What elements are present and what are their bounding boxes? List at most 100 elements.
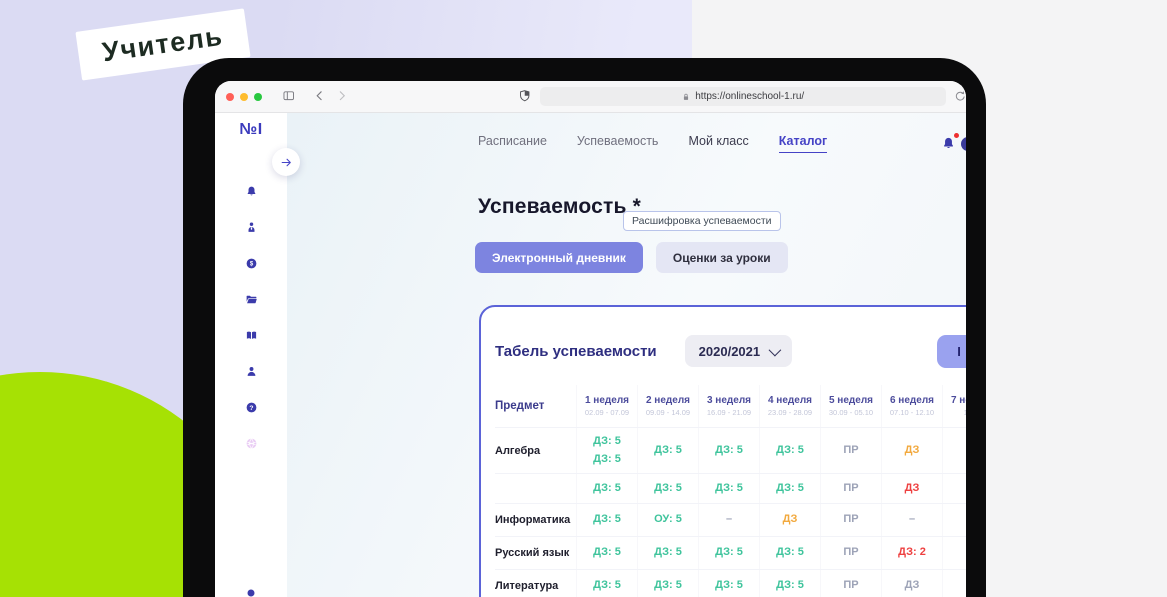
- top-navigation: Расписание Успеваемость Мой класс Каталог: [478, 134, 828, 153]
- week-column-header-2: 2 неделя 09.09 - 14.09: [637, 385, 698, 427]
- laptop-screen: https://onlineschool-1.ru/ №I $? Расписа…: [215, 81, 966, 597]
- page-title: Успеваемость *: [478, 195, 642, 218]
- week-column-header-6: 6 неделя 07.10 - 12.10: [881, 385, 942, 427]
- subject-cell: Русский язык: [495, 547, 570, 559]
- grade-cell: ДЗ: 5: [637, 474, 698, 503]
- grade-cell: Д: [942, 474, 966, 503]
- title-asterisk: *: [632, 195, 642, 218]
- grade-cell: –: [881, 504, 942, 536]
- app-sidebar: [215, 113, 287, 597]
- grade-cell: ПР: [820, 537, 881, 569]
- svg-text:?: ?: [249, 404, 253, 411]
- week-column-header-4: 4 неделя 23.09 - 28.09: [759, 385, 820, 427]
- sidebar-expand-button[interactable]: [272, 148, 300, 176]
- grade-cell: ДЗ: [881, 570, 942, 597]
- report-card-header: Табель успеваемости 2020/2021 I: [495, 335, 966, 368]
- grade-cell: ДЗ: 5: [759, 537, 820, 569]
- grade-cell: ДЗ: [881, 474, 942, 503]
- quarter-tab-button[interactable]: I: [937, 335, 966, 368]
- grade-cell: ДЗ: 5: [698, 428, 759, 473]
- grade-cell: ОУ: 5: [637, 504, 698, 536]
- grade-cell: ДЗ: 5: [637, 428, 698, 473]
- grade-cell: Д: [942, 504, 966, 536]
- grades-table: Предмет 1 неделя 02.09 - 07.09 2 неделя 09.0…: [495, 385, 966, 597]
- notifications-bell-icon[interactable]: [941, 133, 959, 152]
- grade-cell: ДЗ: 5: [759, 428, 820, 473]
- view-toggle-button-1[interactable]: Оценки за уроки: [655, 242, 788, 273]
- title-tooltip: Расшифровка успеваемости: [623, 211, 781, 231]
- chevron-down-icon: [768, 343, 782, 356]
- lock-icon: [681, 92, 691, 102]
- grade-cell: ДЗ: 5: [576, 474, 637, 503]
- sidebar-toggle-icon[interactable]: [282, 89, 295, 104]
- payments-icon[interactable]: $: [215, 245, 287, 281]
- week-column-header-1: 1 неделя 02.09 - 07.09: [576, 385, 637, 427]
- help-icon[interactable]: ?: [215, 389, 287, 425]
- school-year-value: 2020/2021: [698, 343, 761, 359]
- notification-badge: [954, 133, 959, 138]
- grade-cell: ДЗ: 5: [698, 474, 759, 503]
- school-year-select[interactable]: 2020/2021: [684, 335, 793, 367]
- school-logo: №I: [239, 121, 263, 138]
- grade-cell: ДЗ: 5: [576, 537, 637, 569]
- grade-cell: ДЗ: [881, 428, 942, 473]
- profile-icon[interactable]: [215, 353, 287, 389]
- address-bar[interactable]: https://onlineschool-1.ru/: [539, 87, 946, 106]
- grade-cell: ДЗ: 5: [759, 570, 820, 597]
- grade-cell: Д: [942, 570, 966, 597]
- language-icon[interactable]: [215, 425, 287, 461]
- minimize-window-button[interactable]: [240, 92, 248, 101]
- nav-item-0[interactable]: Расписание: [478, 134, 547, 148]
- grade-cell: ПР: [820, 428, 881, 473]
- back-icon[interactable]: [313, 89, 326, 104]
- view-toggle-group: Электронный дневник Оценки за уроки: [475, 242, 788, 273]
- subject-cell: Информатика: [495, 514, 571, 526]
- grade-cell: ДЗ: 5: [637, 570, 698, 597]
- privacy-shield-icon[interactable]: [518, 89, 531, 104]
- nav-item-1[interactable]: Успеваемость: [576, 134, 659, 148]
- folder-icon[interactable]: [215, 281, 287, 317]
- grade-cell: Д: [942, 537, 966, 569]
- user-avatar[interactable]: [961, 137, 966, 151]
- grade-cell: ДЗ: 5: [637, 537, 698, 569]
- week-column-header-7: 7 неделя14.10: [942, 385, 966, 427]
- browser-toolbar: https://onlineschool-1.ru/: [215, 81, 966, 113]
- grade-cell: ДЗ: 5: [576, 504, 637, 536]
- week-column-header-5: 5 неделя 30.09 - 05.10: [820, 385, 881, 427]
- grade-cell: ПР: [820, 504, 881, 536]
- view-toggle-button-0[interactable]: Электронный дневник: [475, 242, 643, 273]
- close-window-button[interactable]: [226, 92, 234, 101]
- student-icon[interactable]: [215, 209, 287, 245]
- sidebar-bottom-icon[interactable]: [245, 587, 257, 597]
- grade-cell: ПР: [820, 474, 881, 503]
- subject-cell: Алгебра: [495, 444, 541, 457]
- grade-cell: ПР: [820, 570, 881, 597]
- grade-cell: ДЗ: 5: [759, 474, 820, 503]
- book-icon[interactable]: [215, 317, 287, 353]
- forward-icon[interactable]: [335, 89, 348, 104]
- grade-cell: ДЗ: 2: [881, 537, 942, 569]
- arrow-right-icon: [281, 158, 291, 166]
- grade-cell: ДЗ: 5 ДЗ: 5: [576, 428, 637, 473]
- grade-cell: К: [942, 428, 966, 473]
- role-sticker-label: Учитель: [100, 20, 225, 68]
- subject-column-header: Предмет: [495, 400, 545, 412]
- grade-cell: ДЗ: 5: [698, 537, 759, 569]
- grade-cell: –: [698, 504, 759, 536]
- grade-cell: ДЗ: 5: [576, 570, 637, 597]
- zoom-window-button[interactable]: [254, 92, 262, 101]
- nav-item-3[interactable]: Каталог: [778, 134, 828, 153]
- nav-item-2[interactable]: Мой класс: [688, 134, 749, 148]
- reload-icon[interactable]: [953, 89, 966, 104]
- report-card: Табель успеваемости 2020/2021 I Предмет 1…: [479, 305, 966, 597]
- bell-icon[interactable]: [215, 173, 287, 209]
- sidebar-icon-menu: $?: [215, 173, 287, 461]
- week-column-header-3: 3 неделя 16.09 - 21.09: [698, 385, 759, 427]
- url-text: https://onlineschool-1.ru/: [695, 91, 805, 102]
- window-controls: [226, 92, 262, 101]
